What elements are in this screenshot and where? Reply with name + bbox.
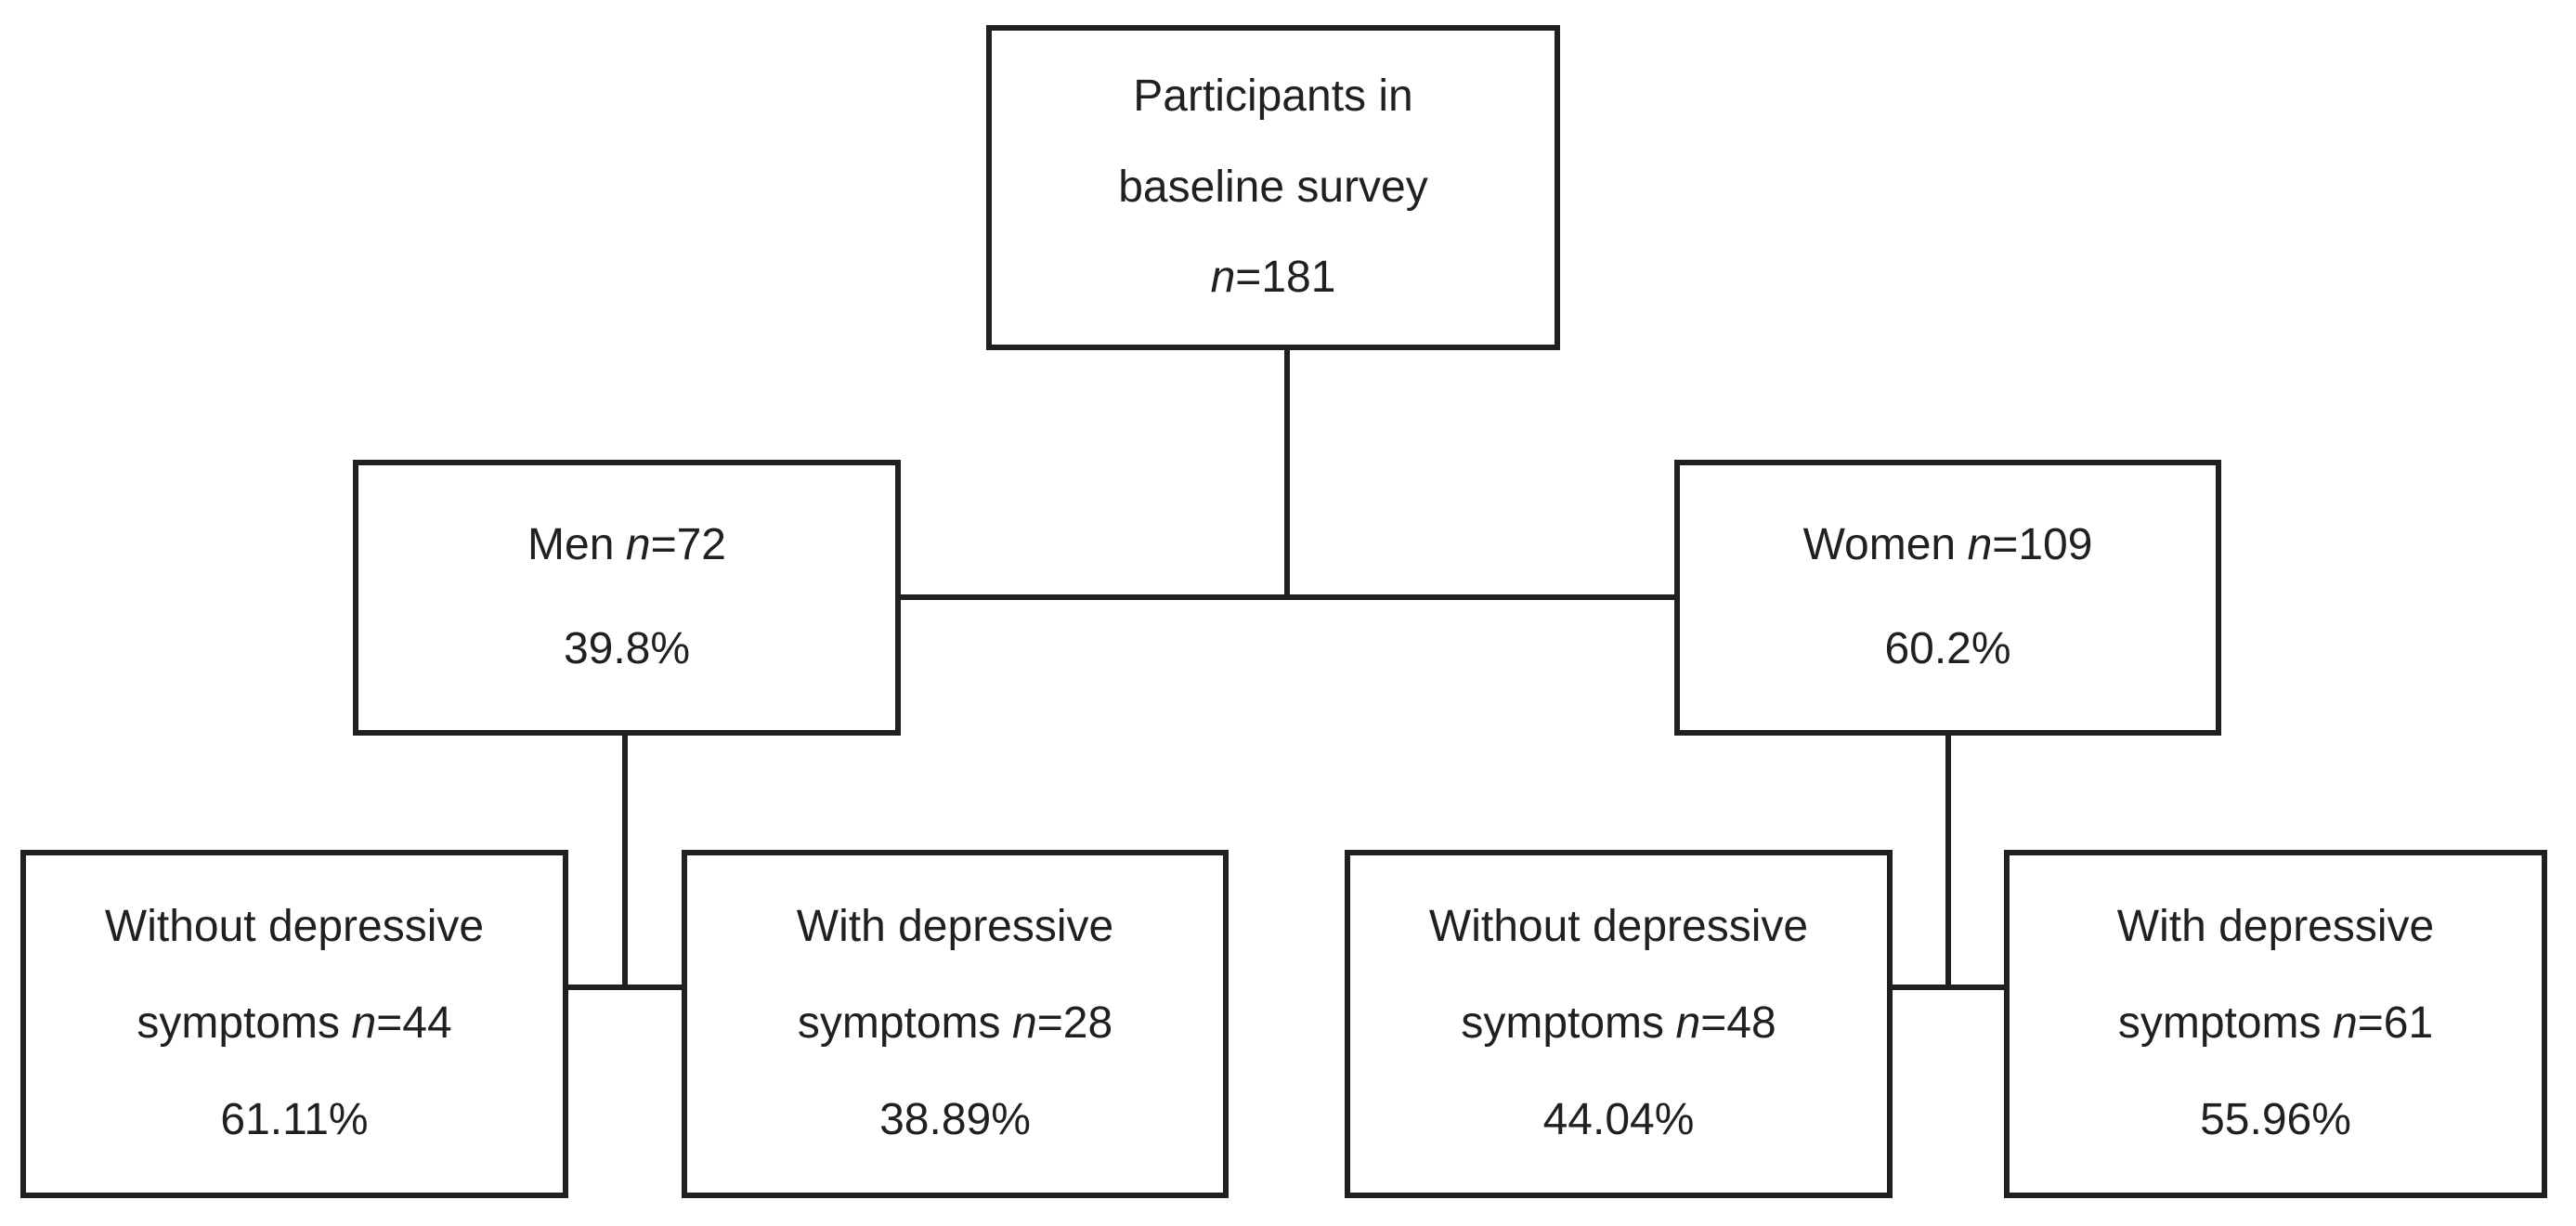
node-men-with-line1: With depressive xyxy=(796,902,1114,952)
node-women-with-line2: symptoms n=61 xyxy=(2117,998,2434,1049)
men-label-text: Men xyxy=(527,519,615,569)
node-men-without-symptoms: Without depressive symptoms n=44 61.11% xyxy=(20,850,568,1198)
symptoms-text: symptoms xyxy=(2117,998,2322,1049)
n-value: =72 xyxy=(650,519,726,569)
node-women-with-line1: With depressive xyxy=(2116,902,2435,952)
symptoms-text: symptoms xyxy=(137,998,341,1049)
n-symbol: n xyxy=(1210,253,1236,303)
node-women-label: Women n=109 xyxy=(1802,519,2093,570)
symptoms-text: symptoms xyxy=(1461,998,1665,1049)
n-value: =109 xyxy=(1992,519,2093,569)
node-men-without-percent: 61.11% xyxy=(220,1095,369,1145)
node-women-with-percent: 55.96% xyxy=(2200,1095,2351,1145)
n-value: =44 xyxy=(376,998,452,1049)
node-men-without-line2: symptoms n=44 xyxy=(137,998,452,1049)
n-value: =181 xyxy=(1235,253,1336,303)
connector-men-children-horizontal xyxy=(568,985,682,990)
connector-gender-horizontal xyxy=(901,594,1674,600)
n-value: =28 xyxy=(1036,998,1113,1049)
node-men-with-symptoms: With depressive symptoms n=28 38.89% xyxy=(682,850,1229,1198)
node-men-percent: 39.8% xyxy=(563,624,691,674)
node-women-without-percent: 44.04% xyxy=(1542,1095,1695,1145)
connector-men-vertical xyxy=(622,736,628,990)
node-men-with-percent: 38.89% xyxy=(879,1095,1031,1145)
node-women: Women n=109 60.2% xyxy=(1674,460,2221,736)
node-participants: Participants in baseline survey n=181 xyxy=(986,25,1560,350)
node-women-without-line2: symptoms n=48 xyxy=(1461,998,1776,1049)
node-men-label: Men n=72 xyxy=(527,519,726,570)
connector-women-children-horizontal xyxy=(1893,985,2004,990)
node-women-with-symptoms: With depressive symptoms n=61 55.96% xyxy=(2004,850,2547,1198)
connector-root-vertical xyxy=(1284,350,1290,600)
n-symbol: n xyxy=(1967,519,1993,569)
node-women-without-line1: Without depressive xyxy=(1428,902,1809,952)
node-participants-count: n=181 xyxy=(1210,253,1336,303)
node-participants-line2: baseline survey xyxy=(1118,162,1428,212)
n-value: =61 xyxy=(2357,998,2434,1049)
node-women-without-symptoms: Without depressive symptoms n=48 44.04% xyxy=(1345,850,1893,1198)
node-men-with-line2: symptoms n=28 xyxy=(797,998,1113,1049)
n-symbol: n xyxy=(1012,998,1037,1049)
symptoms-text: symptoms xyxy=(797,998,1001,1049)
n-symbol: n xyxy=(1675,998,1701,1049)
n-symbol: n xyxy=(351,998,377,1049)
connector-women-vertical xyxy=(1945,736,1951,990)
node-men: Men n=72 39.8% xyxy=(353,460,901,736)
node-participants-line1: Participants in xyxy=(1133,71,1413,121)
node-men-without-line1: Without depressive xyxy=(104,902,485,952)
n-value: =48 xyxy=(1700,998,1776,1049)
node-women-percent: 60.2% xyxy=(1884,624,2011,674)
women-label-text: Women xyxy=(1802,519,1957,569)
n-symbol: n xyxy=(2333,998,2358,1049)
n-symbol: n xyxy=(625,519,651,569)
